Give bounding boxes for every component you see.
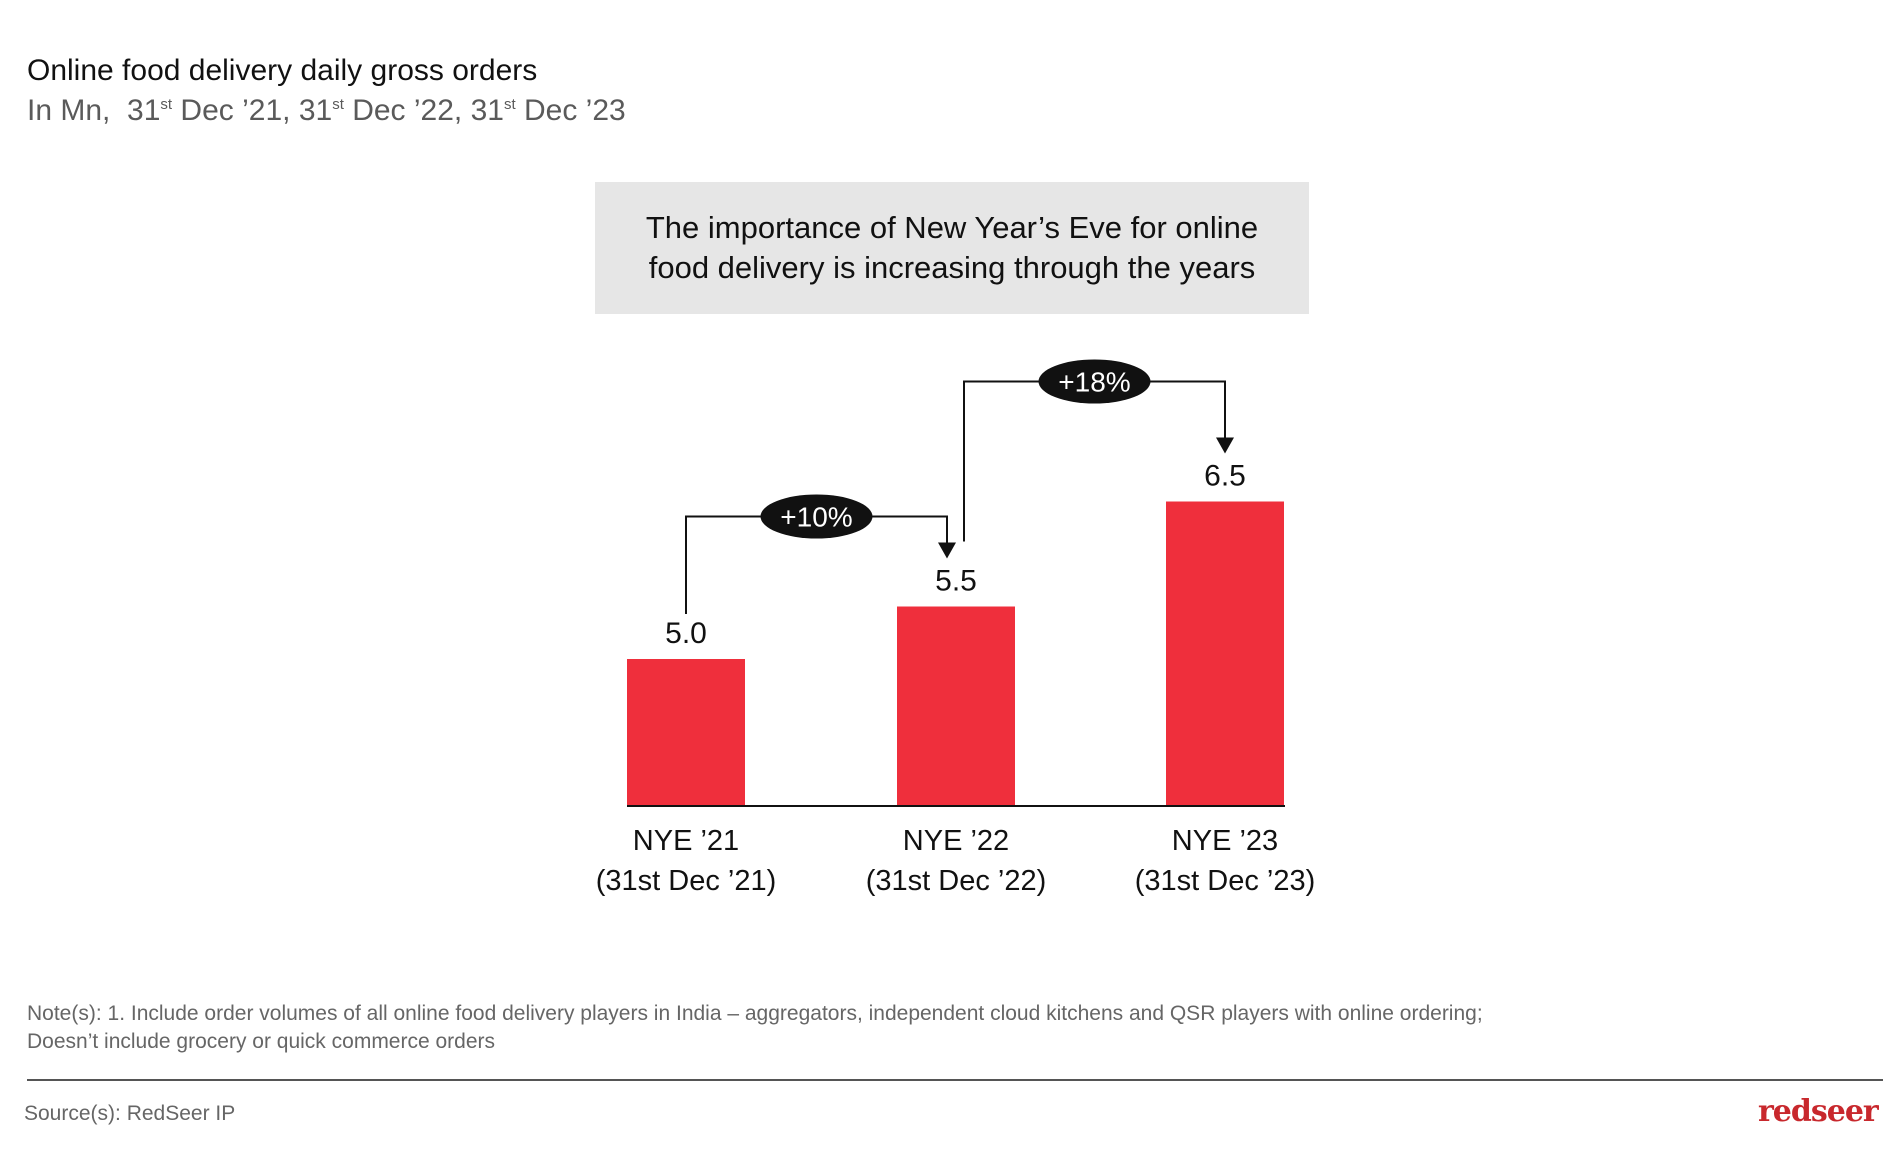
- callout-text: The importance of New Year’s Eve for onl…: [645, 210, 1259, 285]
- footnote-line-2: Doesn’t include grocery or quick commerc…: [27, 1030, 496, 1053]
- category-label: NYE ’21: [633, 825, 739, 857]
- category-sublabel: (31st Dec ’22): [866, 865, 1047, 897]
- bar: [627, 659, 745, 806]
- growth-label: +18%: [1058, 367, 1130, 398]
- bar: [1166, 501, 1284, 806]
- growth-label: +10%: [780, 502, 852, 533]
- value-label: 6.5: [1204, 460, 1246, 493]
- value-label: 5.5: [935, 565, 977, 598]
- chart-subtitle: In Mn, 31st Dec ’21, 31st Dec ’22, 31st …: [27, 94, 626, 128]
- value-label: 5.0: [665, 617, 707, 650]
- redseer-logo: redseer: [1758, 1094, 1879, 1129]
- category-sublabel: (31st Dec ’23): [1135, 865, 1316, 897]
- subtitle-unit: In Mn,: [27, 94, 111, 127]
- bar: [897, 606, 1015, 806]
- callout-box: The importance of New Year’s Eve for onl…: [595, 182, 1309, 314]
- subtitle-date-2: 31st Dec ’22,: [298, 94, 463, 127]
- subtitle-date-1: 31st Dec ’21,: [127, 94, 291, 127]
- category-sublabel: (31st Dec ’21): [596, 865, 777, 897]
- arrowhead-icon: [1216, 437, 1234, 454]
- category-label: NYE ’23: [1172, 825, 1278, 857]
- category-label: NYE ’22: [903, 825, 1009, 857]
- chart-title: Online food delivery daily gross orders: [27, 54, 538, 87]
- arrowhead-icon: [938, 542, 956, 559]
- source-text: Source(s): RedSeer IP: [24, 1102, 236, 1125]
- growth-pill: [1038, 359, 1151, 404]
- growth-pill: [760, 494, 873, 539]
- bar-chart: 5.0 NYE ’21 (31st Dec ’21) 5.5 NYE ’22 (31st …: [596, 359, 1316, 897]
- footer-divider: [27, 1079, 1883, 1081]
- footnote: Note(s): 1. Include order volumes of all…: [27, 1000, 1827, 1056]
- footnote-line-1: Note(s): 1. Include order volumes of all…: [27, 1002, 1483, 1025]
- subtitle-date-3: 31st Dec ’23: [470, 94, 626, 127]
